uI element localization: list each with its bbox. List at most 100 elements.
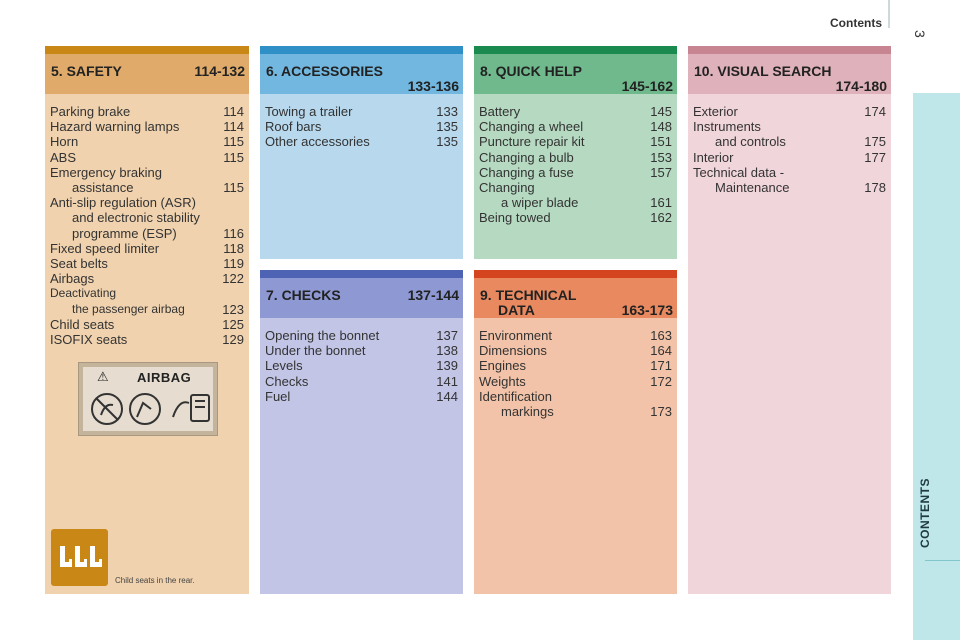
section-page-range[interactable]: 133-136 xyxy=(407,78,459,94)
section-header[interactable]: 6. ACCESSORIES 133-136 xyxy=(260,54,463,94)
contents-entry[interactable]: Exterior 174 xyxy=(693,104,886,119)
section-page-range[interactable]: 145-162 xyxy=(621,78,673,94)
contents-entry[interactable]: Fuel 144 xyxy=(265,389,458,404)
entry-label: Weights xyxy=(479,373,526,389)
contents-entry[interactable]: Dimensions 164 xyxy=(479,343,672,358)
contents-entry[interactable]: Under the bonnet 138 xyxy=(265,343,458,358)
section-title-line2: DATA xyxy=(498,302,535,318)
section-header[interactable]: 7. CHECKS 137-144 xyxy=(260,278,463,318)
contents-entry[interactable]: Parking brake 114 xyxy=(50,104,244,119)
contents-entry[interactable]: Horn 115 xyxy=(50,134,244,149)
entry-label: Hazard warning lamps xyxy=(50,119,180,135)
contents-entry[interactable]: Opening the bonnet 137 xyxy=(265,328,458,343)
section-page-range[interactable]: 114-132 xyxy=(194,63,245,79)
entry-label: Identification xyxy=(479,388,552,404)
entry-page-number: 138 xyxy=(436,343,458,359)
contents-entry[interactable]: Deactivating the passenger airbag 123 xyxy=(50,286,244,316)
contents-entry[interactable]: Being towed 162 xyxy=(479,210,672,225)
airbag-label-header: ⚠ AIRBAG xyxy=(87,369,209,385)
entry-page-number: 151 xyxy=(650,134,672,150)
entry-page-number: 137 xyxy=(436,328,458,343)
contents-entry[interactable]: Seat belts 119 xyxy=(50,256,244,271)
entry-page-number: 144 xyxy=(436,388,458,404)
entry-page-number: 175 xyxy=(864,134,886,150)
section-header[interactable]: 10. VISUAL SEARCH 174-180 xyxy=(688,54,891,94)
entry-page-number: 177 xyxy=(864,149,886,165)
contents-side-tab[interactable] xyxy=(913,93,960,640)
contents-entry[interactable]: Changing a bulb 153 xyxy=(479,150,672,165)
section-entry-list: Opening the bonnet 137 Under the bonnet 138… xyxy=(265,328,458,404)
entry-label: Instruments xyxy=(693,119,761,135)
contents-entry[interactable]: Emergency braking assistance 115 xyxy=(50,165,244,195)
contents-entry[interactable]: Changing a wheel 148 xyxy=(479,119,672,134)
contents-entry[interactable]: Child seats 125 xyxy=(50,317,244,332)
section-entry-list: Battery 145 Changing a wheel 148 Puncture re… xyxy=(479,104,672,226)
section-entry-list: Towing a trailer 133 Roof bars 135 Other acc… xyxy=(265,104,458,150)
entry-page-number: 122 xyxy=(222,271,244,287)
contents-entry[interactable]: Towing a trailer 133 xyxy=(265,104,458,119)
section-page-range[interactable]: 163-173 xyxy=(621,302,673,318)
contents-entry[interactable]: Engines 171 xyxy=(479,358,672,373)
entry-label-continued: and electronic stability xyxy=(72,210,200,226)
contents-entry[interactable]: Levels 139 xyxy=(265,358,458,373)
contents-entry[interactable]: Other accessories 135 xyxy=(265,134,458,149)
entry-page-number: 123 xyxy=(222,301,244,317)
contents-entry[interactable]: Hazard warning lamps 114 xyxy=(50,119,244,134)
section-header[interactable]: 5. SAFETY 114-132 xyxy=(45,54,249,94)
entry-label: Environment xyxy=(479,328,552,343)
contents-entry[interactable]: Instruments and controls 175 xyxy=(693,119,886,149)
contents-entry[interactable]: Weights 172 xyxy=(479,374,672,389)
entry-label: Checks xyxy=(265,373,309,389)
airbag-label-inner: ⚠ AIRBAG xyxy=(83,367,213,431)
entry-label: ISOFIX seats xyxy=(50,332,128,348)
entry-page-number: 164 xyxy=(650,343,672,359)
contents-entry[interactable]: Puncture repair kit 151 xyxy=(479,134,672,149)
entry-label: Engines xyxy=(479,358,526,374)
section-checks: 7. CHECKS 137-144 Opening the bonnet 137 Und… xyxy=(260,270,463,594)
entry-label: Being towed xyxy=(479,210,551,226)
entry-page-number: 115 xyxy=(223,180,244,196)
entry-label: Technical data - xyxy=(693,164,785,180)
entry-page-number: 118 xyxy=(223,240,244,256)
section-title: 8. QUICK HELP xyxy=(480,63,582,79)
contents-entry[interactable]: Technical data - Maintenance 178 xyxy=(693,165,886,195)
entry-label: Roof bars xyxy=(265,119,322,135)
contents-entry[interactable]: Interior 177 xyxy=(693,150,886,165)
contents-entry[interactable]: Fixed speed limiter 118 xyxy=(50,241,244,256)
rear-child-seats-badge xyxy=(51,529,108,586)
side-tab-label: CONTENTS xyxy=(918,478,932,548)
section-header[interactable]: 8. QUICK HELP 145-162 xyxy=(474,54,677,94)
section-color-bar xyxy=(474,46,677,54)
section-title: 10. VISUAL SEARCH xyxy=(694,63,832,79)
section-header[interactable]: 9. TECHNICAL DATA 163-173 xyxy=(474,278,677,318)
entry-page-number: 145 xyxy=(650,104,672,119)
entry-page-number: 133 xyxy=(436,104,458,119)
entry-page-number: 114 xyxy=(223,104,244,119)
contents-entry[interactable]: Roof bars 135 xyxy=(265,119,458,134)
side-tab-divider xyxy=(925,560,960,561)
contents-entry[interactable]: Changing a fuse 157 xyxy=(479,165,672,180)
contents-entry[interactable]: Changing a wiper blade 161 xyxy=(479,180,672,210)
section-technical: 9. TECHNICAL DATA 163-173 Environment 163 Dim… xyxy=(474,270,677,594)
entry-label-continued: a wiper blade xyxy=(501,195,579,211)
entry-label: Fixed speed limiter xyxy=(50,240,160,256)
child-seats-icon xyxy=(60,546,102,567)
entry-label: Levels xyxy=(265,358,303,374)
entry-page-number: 129 xyxy=(222,332,244,348)
contents-entry[interactable]: ISOFIX seats 129 xyxy=(50,332,244,347)
entry-label: Other accessories xyxy=(265,134,370,150)
contents-entry[interactable]: Airbags 122 xyxy=(50,271,244,286)
section-title: 5. SAFETY xyxy=(51,63,122,79)
entry-label: Puncture repair kit xyxy=(479,134,585,150)
contents-entry[interactable]: Identification markings 173 xyxy=(479,389,672,419)
section-page-range[interactable]: 137-144 xyxy=(407,287,459,303)
entry-page-number: 115 xyxy=(223,149,244,165)
contents-entry[interactable]: Checks 141 xyxy=(265,374,458,389)
contents-entry[interactable]: Environment 163 xyxy=(479,328,672,343)
contents-entry[interactable]: Anti-slip regulation (ASR) and electronic… xyxy=(50,195,244,241)
section-page-range[interactable]: 174-180 xyxy=(835,78,887,94)
entry-label: Towing a trailer xyxy=(265,104,353,119)
page-number: 3 xyxy=(912,30,928,38)
contents-entry[interactable]: ABS 115 xyxy=(50,150,244,165)
contents-entry[interactable]: Battery 145 xyxy=(479,104,672,119)
